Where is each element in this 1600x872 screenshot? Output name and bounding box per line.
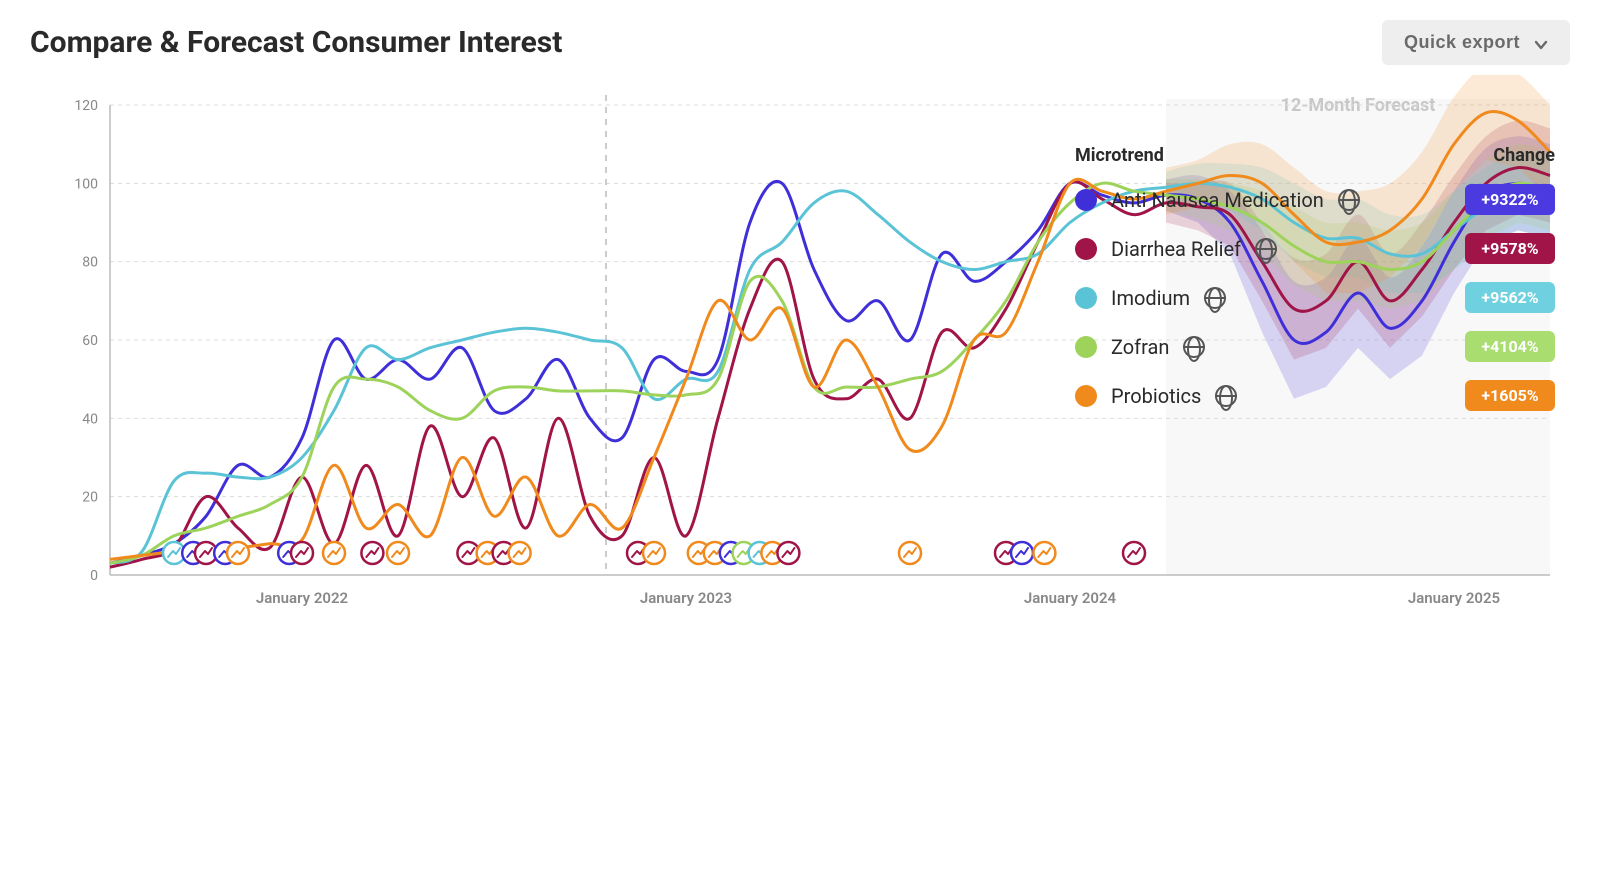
change-badge: +4104%: [1465, 331, 1555, 362]
globe-icon[interactable]: [1204, 287, 1226, 309]
x-tick-label: January 2022: [256, 589, 348, 607]
legend-dot: [1075, 385, 1097, 407]
x-tick-label: January 2025: [1408, 589, 1500, 607]
y-tick-label: 120: [74, 98, 98, 114]
y-tick-label: 20: [82, 490, 98, 506]
chevron-down-icon: [1534, 36, 1548, 50]
change-badge: +9322%: [1465, 184, 1555, 215]
legend-header-right: Change: [1493, 145, 1555, 166]
legend-dot: [1075, 189, 1097, 211]
legend-item[interactable]: Zofran +4104%: [1075, 331, 1555, 362]
legend-label: Imodium: [1111, 286, 1190, 310]
legend-dot: [1075, 287, 1097, 309]
legend-item[interactable]: Imodium +9562%: [1075, 282, 1555, 313]
quick-export-button[interactable]: Quick export: [1382, 20, 1570, 65]
y-tick-label: 80: [82, 255, 98, 271]
y-tick-label: 0: [90, 568, 98, 584]
globe-icon[interactable]: [1215, 385, 1237, 407]
change-badge: +1605%: [1465, 380, 1555, 411]
legend-label: Zofran: [1111, 335, 1169, 359]
legend-dot: [1075, 238, 1097, 260]
y-tick-label: 60: [82, 333, 98, 349]
legend-label: Diarrhea Relief: [1111, 237, 1241, 261]
legend-label: Anti Nausea Medication: [1111, 188, 1324, 212]
x-tick-label: January 2024: [1024, 589, 1117, 607]
globe-icon[interactable]: [1255, 238, 1277, 260]
page-title: Compare & Forecast Consumer Interest: [30, 25, 562, 60]
legend-header-left: Microtrend: [1075, 145, 1164, 166]
y-tick-label: 40: [82, 411, 98, 427]
y-tick-label: 100: [74, 176, 98, 192]
legend-item[interactable]: Diarrhea Relief +9578%: [1075, 233, 1555, 264]
change-badge: +9578%: [1465, 233, 1555, 264]
globe-icon[interactable]: [1338, 189, 1360, 211]
quick-export-label: Quick export: [1404, 32, 1520, 53]
legend-dot: [1075, 336, 1097, 358]
legend-item[interactable]: Anti Nausea Medication +9322%: [1075, 184, 1555, 215]
change-badge: +9562%: [1465, 282, 1555, 313]
legend-item[interactable]: Probiotics +1605%: [1075, 380, 1555, 411]
x-tick-label: January 2023: [640, 589, 732, 607]
legend-label: Probiotics: [1111, 384, 1201, 408]
globe-icon[interactable]: [1183, 336, 1205, 358]
